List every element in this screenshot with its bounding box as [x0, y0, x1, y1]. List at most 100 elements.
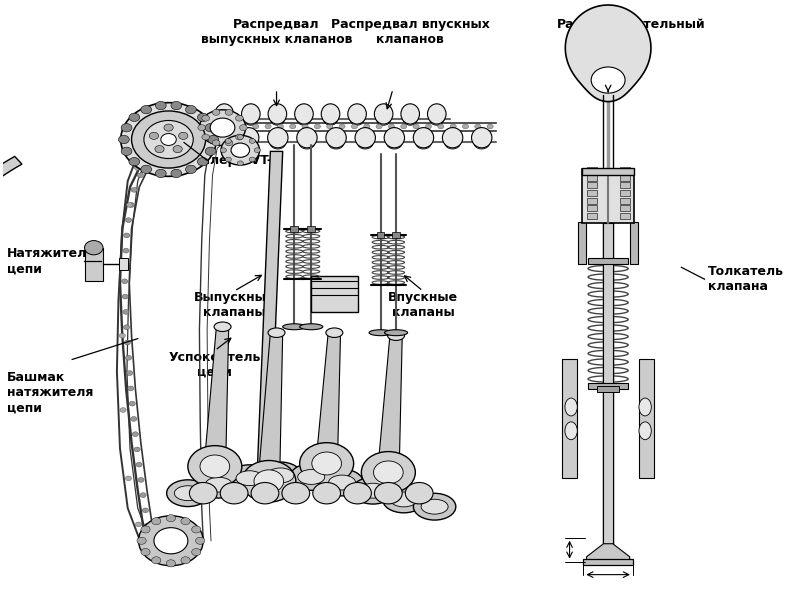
- Circle shape: [132, 432, 138, 437]
- Circle shape: [124, 340, 130, 345]
- Bar: [377, 232, 385, 238]
- Circle shape: [208, 136, 218, 143]
- Circle shape: [173, 146, 182, 152]
- Ellipse shape: [297, 112, 311, 125]
- Circle shape: [198, 113, 208, 121]
- Circle shape: [134, 166, 141, 170]
- Bar: [586, 198, 597, 204]
- Circle shape: [134, 447, 140, 452]
- Ellipse shape: [442, 128, 463, 148]
- Circle shape: [121, 103, 216, 176]
- Ellipse shape: [639, 398, 651, 416]
- Bar: [598, 386, 619, 392]
- Ellipse shape: [421, 499, 448, 514]
- Circle shape: [144, 121, 194, 158]
- Circle shape: [278, 124, 283, 129]
- Ellipse shape: [294, 104, 314, 124]
- Circle shape: [251, 482, 279, 504]
- Circle shape: [374, 482, 402, 504]
- Ellipse shape: [243, 112, 258, 125]
- Ellipse shape: [206, 477, 232, 492]
- Circle shape: [235, 115, 243, 121]
- Ellipse shape: [215, 104, 234, 124]
- Text: Распределительный
вал: Распределительный вал: [557, 17, 706, 46]
- Bar: [586, 213, 597, 219]
- Ellipse shape: [358, 136, 374, 149]
- Bar: [119, 259, 129, 270]
- Ellipse shape: [328, 136, 344, 149]
- Circle shape: [145, 523, 150, 528]
- Bar: [620, 175, 630, 181]
- Ellipse shape: [376, 112, 391, 125]
- Circle shape: [313, 482, 341, 504]
- Circle shape: [339, 124, 345, 129]
- Circle shape: [265, 124, 271, 129]
- Ellipse shape: [198, 471, 240, 498]
- Circle shape: [364, 124, 370, 129]
- Bar: [620, 182, 630, 188]
- Circle shape: [137, 537, 146, 544]
- Ellipse shape: [382, 486, 425, 513]
- Bar: [582, 168, 634, 175]
- Bar: [582, 169, 634, 223]
- Bar: [586, 182, 597, 188]
- Circle shape: [388, 124, 394, 129]
- Bar: [620, 190, 630, 196]
- Circle shape: [190, 482, 217, 504]
- Ellipse shape: [228, 465, 270, 491]
- Circle shape: [226, 139, 231, 143]
- Ellipse shape: [268, 104, 286, 124]
- Circle shape: [161, 134, 176, 145]
- Bar: [630, 221, 638, 265]
- Circle shape: [253, 124, 258, 129]
- Ellipse shape: [300, 324, 323, 330]
- Circle shape: [126, 476, 131, 481]
- Circle shape: [85, 241, 103, 255]
- Circle shape: [290, 124, 296, 129]
- Ellipse shape: [427, 104, 446, 124]
- Ellipse shape: [387, 331, 405, 340]
- Circle shape: [122, 262, 128, 267]
- Circle shape: [376, 124, 382, 129]
- Circle shape: [426, 124, 431, 129]
- Ellipse shape: [414, 493, 456, 520]
- Ellipse shape: [236, 471, 263, 485]
- Circle shape: [487, 124, 494, 129]
- Circle shape: [141, 548, 150, 556]
- Circle shape: [136, 462, 142, 467]
- Circle shape: [401, 124, 407, 129]
- Circle shape: [406, 482, 433, 504]
- Text: Выпускные
клапаны: Выпускные клапаны: [194, 291, 275, 319]
- Circle shape: [126, 218, 131, 223]
- Ellipse shape: [384, 128, 405, 148]
- Circle shape: [200, 455, 230, 478]
- Circle shape: [158, 147, 164, 152]
- Circle shape: [231, 143, 250, 157]
- Circle shape: [146, 146, 152, 151]
- Polygon shape: [586, 544, 630, 562]
- Circle shape: [138, 139, 144, 143]
- Ellipse shape: [322, 104, 340, 124]
- Ellipse shape: [329, 475, 355, 490]
- Bar: [583, 559, 633, 565]
- Circle shape: [238, 161, 243, 166]
- Circle shape: [122, 279, 128, 284]
- Bar: [620, 205, 630, 211]
- Bar: [620, 198, 630, 204]
- Circle shape: [225, 140, 233, 146]
- Circle shape: [181, 518, 190, 525]
- Circle shape: [206, 124, 216, 132]
- Circle shape: [312, 452, 342, 475]
- Circle shape: [141, 526, 150, 533]
- Circle shape: [130, 416, 137, 421]
- Bar: [307, 226, 315, 232]
- Ellipse shape: [214, 322, 231, 332]
- Text: Натяжитель
цепи: Натяжитель цепи: [6, 247, 94, 275]
- Ellipse shape: [474, 136, 490, 149]
- Ellipse shape: [374, 104, 393, 124]
- Circle shape: [250, 157, 255, 162]
- Circle shape: [239, 125, 247, 131]
- Circle shape: [121, 147, 132, 155]
- Ellipse shape: [565, 422, 578, 440]
- Circle shape: [129, 401, 135, 406]
